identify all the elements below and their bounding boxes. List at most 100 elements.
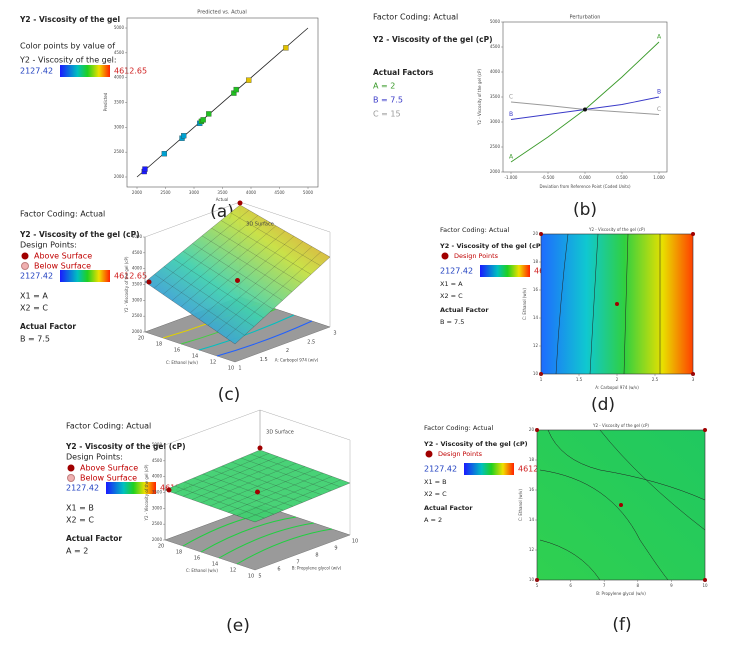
label: Perturbation xyxy=(570,15,601,21)
label: Design Points xyxy=(438,450,483,458)
label: Actual Factor xyxy=(66,534,122,543)
label: 20 xyxy=(158,544,164,550)
label: (f) xyxy=(612,615,631,635)
label: 3D Surface xyxy=(246,222,274,228)
color-scale xyxy=(464,463,514,475)
label: 2500 xyxy=(152,521,163,526)
design-point xyxy=(255,489,260,495)
label: Y2 - Viscosity of the gel (cP) xyxy=(439,242,544,250)
label: 4500 xyxy=(152,458,163,463)
data-point xyxy=(206,111,212,117)
label: 8 xyxy=(637,583,640,588)
label: 3 xyxy=(692,377,695,382)
marker-icon xyxy=(425,450,433,458)
mesh-line xyxy=(250,453,341,487)
contour-line xyxy=(589,233,599,375)
label: Actual Factor xyxy=(20,322,76,331)
label: X2 = C xyxy=(66,516,94,525)
label: 10 xyxy=(248,574,254,580)
label: 10 xyxy=(702,583,708,588)
design-point xyxy=(146,279,152,285)
label: 12 xyxy=(533,343,539,348)
label: C: Ethanol (w/v) xyxy=(166,360,198,365)
label: 20 xyxy=(138,336,144,342)
label: (d) xyxy=(591,395,615,415)
label: C xyxy=(509,94,513,101)
label: X1 = A xyxy=(20,292,48,301)
mesh-line xyxy=(173,453,270,494)
y-tick-label: 2000 xyxy=(114,174,125,179)
label: 5000 xyxy=(303,190,314,195)
label: Y2 - Viscosity of the gel (cP) xyxy=(144,464,149,521)
label: Y2 - Viscosity of the gel (cP) xyxy=(372,35,493,44)
label: 0.000 xyxy=(579,175,591,180)
label: Design Points: xyxy=(20,241,77,250)
label: Y2 - Viscosity of the gel (cP) xyxy=(19,230,140,239)
label: 18 xyxy=(176,550,182,556)
design-point xyxy=(703,428,707,432)
label: Predicted xyxy=(103,92,108,111)
label: Actual xyxy=(216,197,229,202)
marker-icon xyxy=(441,252,449,260)
data-point xyxy=(181,133,187,139)
label: 2500 xyxy=(132,313,143,318)
contour-line xyxy=(539,469,669,581)
label: 2127.42 xyxy=(440,267,473,276)
mesh-line xyxy=(171,220,268,301)
plot-frame xyxy=(502,21,668,173)
label: 3500 xyxy=(152,490,163,495)
label: 1.5 xyxy=(576,377,583,382)
y-tick-label: 5000 xyxy=(114,25,125,30)
label: -1.000 xyxy=(505,175,518,180)
marker-icon xyxy=(21,262,29,270)
y-tick-label: 2500 xyxy=(114,149,125,154)
label: Y2 - Viscosity of the gel (cP) xyxy=(588,227,645,232)
series-line xyxy=(510,41,660,163)
label: 1 xyxy=(238,366,241,372)
design-point xyxy=(237,200,243,206)
label: Factor Coding: Actual xyxy=(20,210,105,219)
contour-line xyxy=(539,539,601,581)
data-point xyxy=(233,86,239,93)
label: 7 xyxy=(296,560,299,566)
label: 3500 xyxy=(132,282,143,287)
label: B xyxy=(509,111,513,118)
label: Y2 - Viscosity of the gel (cP) xyxy=(477,69,482,126)
label: Y2 - Viscosity of the gel xyxy=(19,15,120,24)
contour-line xyxy=(623,233,629,375)
label: 5000 xyxy=(132,234,143,239)
label: (e) xyxy=(226,616,250,636)
label: 10 xyxy=(533,371,539,376)
color-scale xyxy=(106,482,156,494)
label: Above Surface xyxy=(34,252,92,261)
label: 2 xyxy=(286,348,289,354)
label: X2 = C xyxy=(424,490,447,498)
label: Above Surface xyxy=(80,464,138,473)
label: X1 = A xyxy=(440,280,463,288)
label: 3500 xyxy=(217,190,228,195)
contour-line xyxy=(599,429,706,531)
mesh-line xyxy=(230,212,321,266)
label: 7 xyxy=(603,583,606,588)
label: 2127.42 xyxy=(424,465,457,474)
y-tick-label: 4000 xyxy=(114,75,125,80)
label: X2 = C xyxy=(440,292,463,300)
label: 8 xyxy=(315,553,318,559)
label: 4000 xyxy=(132,266,143,271)
label: B = 7.5 xyxy=(373,96,403,105)
label: 12 xyxy=(210,360,216,366)
label: B xyxy=(657,89,661,96)
mesh-line xyxy=(180,225,277,307)
label: 2500 xyxy=(160,190,171,195)
base-contour xyxy=(198,314,295,351)
label: 9 xyxy=(670,583,673,588)
label: 12 xyxy=(529,547,535,552)
label: Below Surface xyxy=(34,262,91,271)
label: Actual Factor xyxy=(440,306,489,314)
base-contour xyxy=(236,528,333,565)
label: 16 xyxy=(174,348,180,354)
mesh-line xyxy=(162,215,259,295)
label: Y2 - Viscosity of the gel: xyxy=(19,56,117,65)
label: 5000 xyxy=(152,442,163,447)
label: X1 = B xyxy=(424,478,447,486)
